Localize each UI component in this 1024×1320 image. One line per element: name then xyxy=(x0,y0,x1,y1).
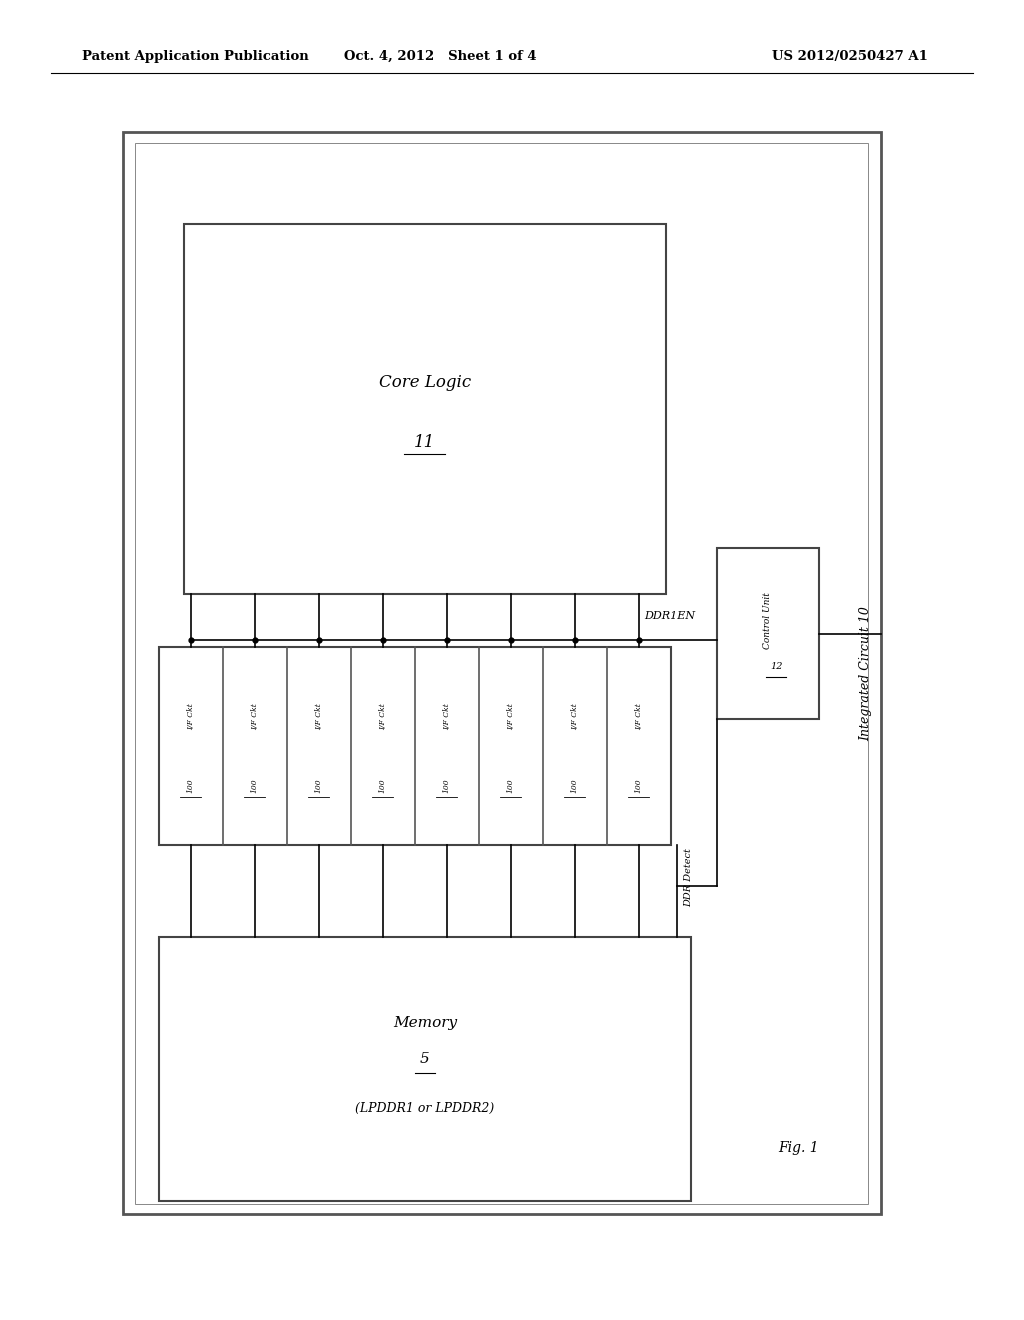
Text: Oct. 4, 2012   Sheet 1 of 4: Oct. 4, 2012 Sheet 1 of 4 xyxy=(344,50,537,63)
Text: 5: 5 xyxy=(420,1052,430,1065)
Text: Control Unit: Control Unit xyxy=(764,591,772,649)
Text: 11: 11 xyxy=(415,434,435,450)
Text: 100: 100 xyxy=(507,777,515,793)
Text: I/F Ckt: I/F Ckt xyxy=(186,702,195,730)
FancyBboxPatch shape xyxy=(184,224,666,594)
Text: 100: 100 xyxy=(635,777,643,793)
FancyBboxPatch shape xyxy=(717,548,819,719)
Text: Core Logic: Core Logic xyxy=(379,375,471,391)
Text: 12: 12 xyxy=(770,663,782,671)
Text: (LPDDR1 or LPDDR2): (LPDDR1 or LPDDR2) xyxy=(355,1102,495,1115)
Text: 100: 100 xyxy=(379,777,387,793)
Text: 100: 100 xyxy=(186,777,195,793)
Text: Memory: Memory xyxy=(393,1016,457,1030)
Text: I/F Ckt: I/F Ckt xyxy=(442,702,451,730)
Text: DDR Detect: DDR Detect xyxy=(684,849,693,907)
Text: 100: 100 xyxy=(314,777,323,793)
FancyBboxPatch shape xyxy=(159,647,671,845)
Text: DDR1EN: DDR1EN xyxy=(644,611,695,622)
Text: I/F Ckt: I/F Ckt xyxy=(635,702,643,730)
FancyBboxPatch shape xyxy=(123,132,881,1214)
Text: I/F Ckt: I/F Ckt xyxy=(314,702,323,730)
Text: I/F Ckt: I/F Ckt xyxy=(507,702,515,730)
Text: Fig. 1: Fig. 1 xyxy=(778,1142,819,1155)
Text: Integrated Circuit 10: Integrated Circuit 10 xyxy=(859,606,871,741)
Text: I/F Ckt: I/F Ckt xyxy=(570,702,579,730)
Text: I/F Ckt: I/F Ckt xyxy=(379,702,387,730)
Text: 100: 100 xyxy=(570,777,579,793)
FancyBboxPatch shape xyxy=(159,937,691,1201)
Text: 100: 100 xyxy=(442,777,451,793)
Text: Patent Application Publication: Patent Application Publication xyxy=(82,50,308,63)
Text: I/F Ckt: I/F Ckt xyxy=(251,702,259,730)
Text: 100: 100 xyxy=(251,777,259,793)
Text: US 2012/0250427 A1: US 2012/0250427 A1 xyxy=(772,50,928,63)
